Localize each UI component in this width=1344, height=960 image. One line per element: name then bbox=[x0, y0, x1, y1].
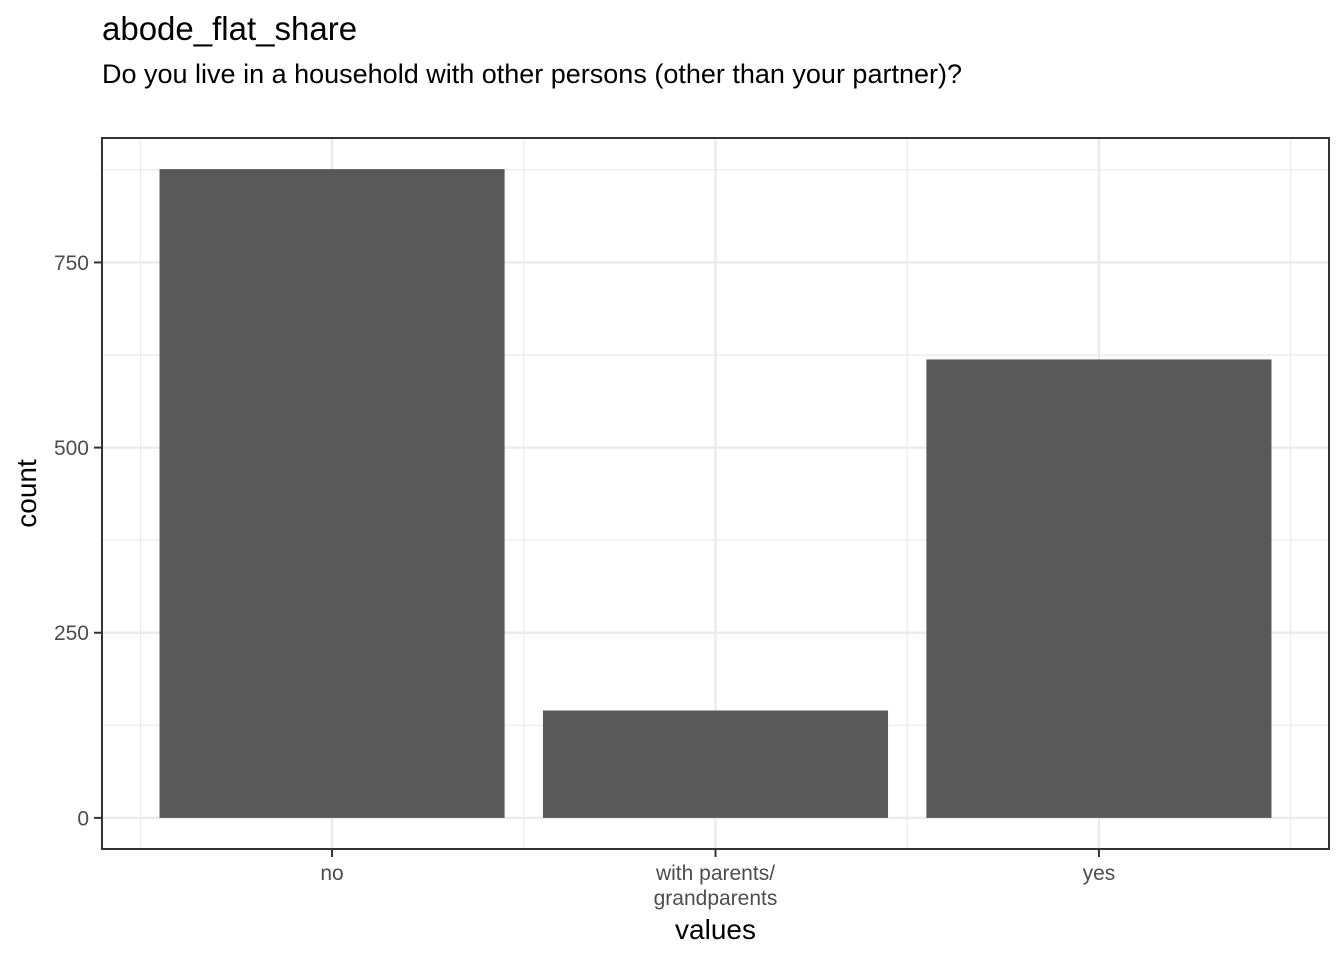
x-tick-label: with parents/grandparents bbox=[654, 862, 778, 910]
x-tick-label: yes bbox=[1083, 862, 1116, 885]
x-tick-label: no bbox=[320, 862, 343, 885]
bars bbox=[159, 169, 1272, 818]
chart-subtitle: Do you live in a household with other pe… bbox=[102, 59, 962, 89]
y-tick-label: 500 bbox=[54, 437, 89, 460]
chart-title: abode_flat_share bbox=[102, 10, 358, 47]
bar bbox=[542, 710, 889, 818]
y-axis-title: count bbox=[11, 459, 42, 528]
y-tick-label: 0 bbox=[77, 807, 89, 830]
bar bbox=[159, 169, 505, 818]
y-tick-label: 750 bbox=[54, 252, 89, 275]
x-axis-title: values bbox=[675, 914, 756, 945]
x-axis: no with parents/grandparents yes bbox=[320, 849, 1115, 910]
bar bbox=[926, 359, 1272, 818]
y-tick-label: 250 bbox=[54, 622, 89, 645]
y-axis: 0 250 500 750 bbox=[54, 252, 102, 830]
